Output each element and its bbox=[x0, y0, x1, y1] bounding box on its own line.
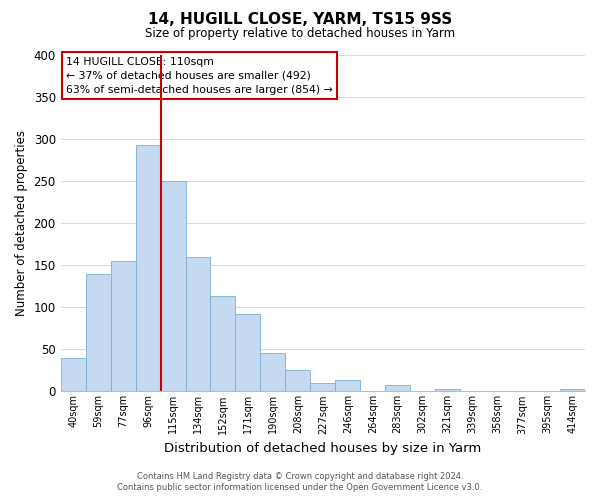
Bar bbox=[335, 380, 360, 392]
Bar bbox=[435, 389, 460, 392]
Bar bbox=[86, 274, 110, 392]
Bar bbox=[211, 296, 235, 392]
Bar bbox=[61, 358, 86, 392]
Text: Contains HM Land Registry data © Crown copyright and database right 2024.
Contai: Contains HM Land Registry data © Crown c… bbox=[118, 472, 482, 492]
Bar bbox=[235, 314, 260, 392]
X-axis label: Distribution of detached houses by size in Yarm: Distribution of detached houses by size … bbox=[164, 442, 481, 455]
Text: 14, HUGILL CLOSE, YARM, TS15 9SS: 14, HUGILL CLOSE, YARM, TS15 9SS bbox=[148, 12, 452, 28]
Bar bbox=[136, 145, 161, 392]
Bar bbox=[185, 257, 211, 392]
Bar bbox=[110, 261, 136, 392]
Y-axis label: Number of detached properties: Number of detached properties bbox=[15, 130, 28, 316]
Bar bbox=[286, 370, 310, 392]
Bar bbox=[260, 352, 286, 392]
Text: 14 HUGILL CLOSE: 110sqm
← 37% of detached houses are smaller (492)
63% of semi-d: 14 HUGILL CLOSE: 110sqm ← 37% of detache… bbox=[66, 56, 332, 94]
Bar bbox=[560, 389, 585, 392]
Text: Size of property relative to detached houses in Yarm: Size of property relative to detached ho… bbox=[145, 28, 455, 40]
Bar bbox=[161, 181, 185, 392]
Bar bbox=[385, 384, 410, 392]
Bar bbox=[310, 383, 335, 392]
